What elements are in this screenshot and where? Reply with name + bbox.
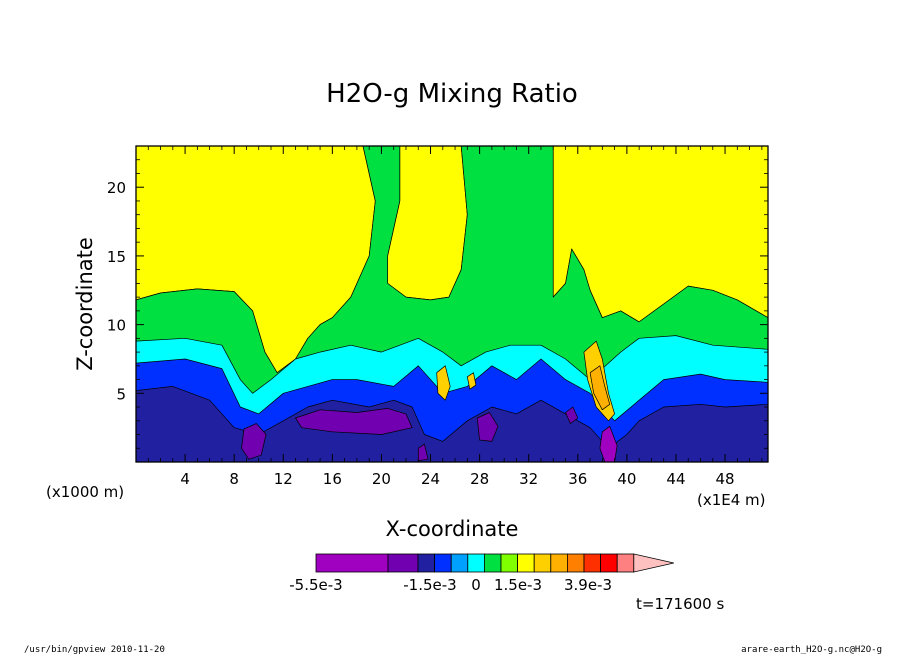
- plot-frame: [135, 145, 769, 463]
- contour-region-8: [476, 412, 499, 442]
- x-unit-label: (x1E4 m): [697, 491, 766, 509]
- colorbar-swatch: [387, 553, 419, 573]
- contour-region-7: [241, 423, 267, 460]
- y-axis-label: Z-coordinate: [73, 237, 97, 371]
- colorbar-swatch: [417, 553, 436, 573]
- colorbar-swatch: [583, 553, 602, 573]
- x-tick-label: 28: [470, 470, 489, 488]
- x-axis: 4 8 12 16 20 24 28 32 36 40 44 48: [147, 146, 763, 488]
- contour-region-13: [436, 365, 451, 401]
- x-tick-label: 44: [666, 470, 685, 488]
- contour-region-14: [466, 372, 477, 390]
- contour-region-6: [295, 408, 413, 435]
- colorbar-swatch: [500, 553, 519, 573]
- x-tick-label: 32: [519, 470, 538, 488]
- x-axis-label: X-coordinate: [386, 517, 519, 541]
- y-axis: 5 10 15 20: [107, 159, 768, 449]
- colorbar-swatch: [483, 553, 502, 573]
- colorbar-label: 0: [471, 576, 481, 594]
- colorbar-swatch: [550, 553, 568, 573]
- colorbar-label: 1.5e-3: [494, 576, 542, 594]
- x-tick-label: 16: [323, 470, 342, 488]
- colorbar-arrow: [633, 553, 674, 573]
- colorbar-swatch: [567, 553, 585, 573]
- x-tick-label: 4: [180, 470, 190, 488]
- y-tick-label: 10: [107, 317, 126, 335]
- contour-region-15: [599, 425, 618, 462]
- contour-region-12: [589, 365, 611, 411]
- colorbar-swatch: [450, 553, 469, 573]
- y-tick-label: 15: [107, 248, 126, 266]
- y-tick-label: 5: [116, 385, 126, 403]
- x-tick-label: 24: [421, 470, 440, 488]
- colorbar-swatch: [434, 553, 452, 573]
- x-tick-label: 36: [568, 470, 587, 488]
- colorbar-swatch: [315, 553, 389, 573]
- colorbar-swatch: [533, 553, 552, 573]
- colorbar-swatch: [517, 553, 535, 573]
- x-tick-label: 48: [716, 470, 735, 488]
- time-label: t=171600 s: [636, 595, 724, 613]
- colorbar-swatch: [467, 553, 485, 573]
- contour-region-5: [136, 386, 768, 462]
- contour-region-10: [417, 443, 429, 461]
- colorbar-swatch: [600, 553, 618, 573]
- footer-left: /usr/bin/gpview 2010-11-20: [24, 645, 165, 654]
- colorbar: [315, 553, 674, 573]
- colorbar-label: -1.5e-3: [403, 576, 456, 594]
- x-tick-label: 8: [229, 470, 239, 488]
- x-tick-label: 12: [274, 470, 293, 488]
- x-tick-label: 20: [372, 470, 391, 488]
- contour-regions: [136, 146, 768, 462]
- colorbar-labels: -5.5e-3 -1.5e-3 0 1.5e-3 3.9e-3: [289, 576, 612, 594]
- footer-right: arare-earth_H2O-g.nc@H2O-g: [741, 645, 882, 654]
- contour-region-9: [565, 406, 579, 424]
- y-tick-label: 20: [107, 179, 126, 197]
- colorbar-label: -5.5e-3: [289, 576, 342, 594]
- x-tick-label: 40: [617, 470, 636, 488]
- colorbar-swatch: [616, 553, 635, 573]
- chart-title: H2O-g Mixing Ratio: [326, 79, 578, 109]
- y-unit-label: (x1000 m): [46, 483, 124, 501]
- colorbar-label: 3.9e-3: [564, 576, 612, 594]
